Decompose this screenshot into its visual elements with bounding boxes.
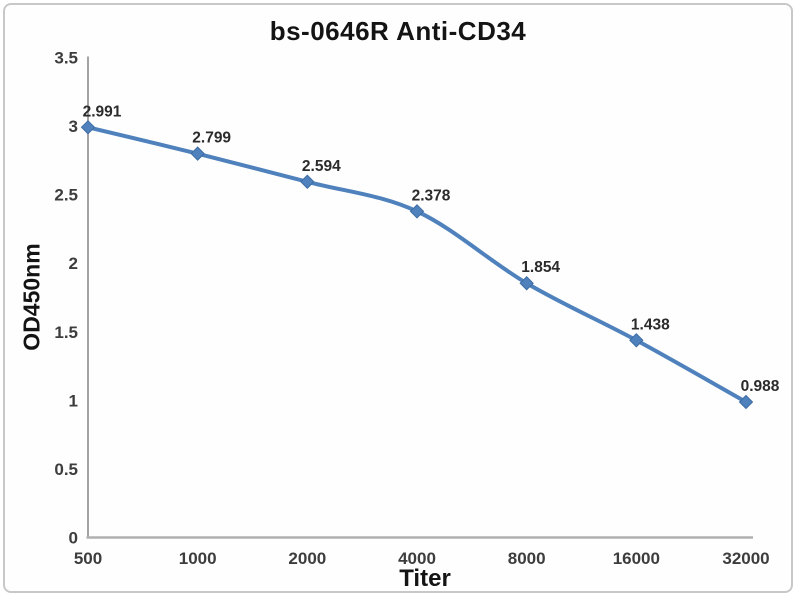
y-tick-label: 0 (69, 529, 78, 548)
x-tick-label: 8000 (508, 549, 546, 568)
x-axis-title: Titer (399, 565, 451, 592)
y-tick-label: 2 (69, 254, 78, 273)
x-tick-label: 500 (74, 549, 102, 568)
data-point-label: 2.799 (192, 130, 231, 147)
data-point-marker (409, 204, 425, 219)
data-point-label: 1.854 (521, 259, 560, 276)
data-point-marker (190, 146, 205, 161)
y-tick-label: 2.5 (54, 186, 78, 205)
chart-title: bs-0646R Anti-CD34 (269, 16, 527, 46)
data-point-marker (80, 120, 96, 135)
data-point-marker (629, 333, 644, 348)
x-tick-label: 1000 (179, 549, 217, 568)
data-point-label: 2.594 (302, 158, 341, 175)
y-tick-label: 0.5 (54, 460, 78, 479)
y-tick-label: 1 (69, 391, 78, 410)
data-point-marker (738, 394, 754, 410)
series-line (86, 125, 748, 405)
y-tick-label: 3 (69, 117, 78, 136)
data-point-marker (519, 276, 534, 291)
x-tick-label: 4000 (398, 549, 436, 568)
x-tick-label: 2000 (288, 549, 326, 568)
y-tick-label: 1.5 (54, 323, 78, 342)
x-tick-label: 32000 (722, 549, 769, 568)
data-point-label: 1.438 (631, 316, 670, 333)
x-tick-label: 16000 (613, 549, 660, 568)
data-point-marker (300, 174, 315, 189)
image-frame: bs-0646R Anti-CD34 OD450nm Titer (3, 3, 793, 593)
y-tick-label: 3.5 (54, 49, 78, 68)
data-point-label: 2.378 (412, 187, 451, 204)
data-point-label: 0.988 (741, 378, 780, 395)
data-point-label: 2.991 (83, 103, 122, 120)
